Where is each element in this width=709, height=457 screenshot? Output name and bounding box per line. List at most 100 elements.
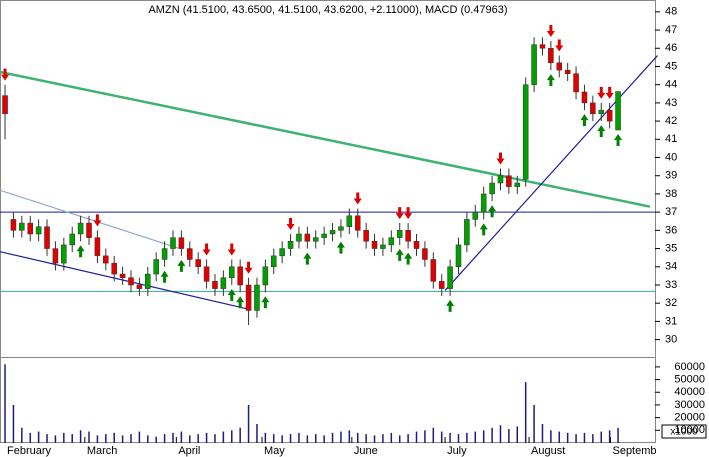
candle-body	[304, 233, 311, 242]
y-tick-label: 34	[665, 261, 677, 273]
candle-body	[506, 175, 512, 187]
candle-body	[229, 266, 235, 278]
y-tick-label: 45	[665, 60, 677, 72]
y-tick-label: 32	[665, 297, 677, 309]
trend-line	[0, 251, 251, 311]
candle-body	[178, 237, 185, 249]
sell-arrow	[227, 243, 236, 256]
plot-frame	[0, 0, 656, 443]
candle-body	[312, 237, 319, 242]
candle-body	[161, 248, 168, 260]
y-tick-label: 39	[665, 170, 677, 182]
buy-arrow	[177, 259, 186, 272]
candle-body	[497, 175, 504, 184]
candle-body	[422, 248, 428, 260]
candle-body	[455, 244, 462, 268]
y-tick-label: 46	[665, 42, 677, 54]
sell-arrow	[1, 68, 10, 81]
candle-body	[237, 266, 243, 286]
chart-title: AMZN (41.5100, 43.6500, 41.5100, 43.6200…	[148, 4, 507, 16]
candle-body	[220, 277, 227, 289]
candle-body	[77, 222, 84, 235]
candle-body	[363, 230, 369, 242]
x-tick-label: May	[264, 445, 285, 457]
candle-body	[522, 84, 529, 180]
candle-body	[329, 230, 336, 235]
buy-arrow	[479, 223, 488, 236]
sell-arrow	[404, 207, 413, 220]
sell-arrow	[605, 86, 614, 99]
candle-body	[405, 230, 411, 242]
candle-body	[52, 248, 59, 264]
y-tick-label: 33	[665, 279, 677, 291]
candle-body	[86, 222, 92, 238]
candle-body	[531, 44, 537, 85]
candle-body	[380, 244, 386, 249]
candle-body	[564, 69, 571, 74]
volume-unit: x1000	[670, 427, 698, 438]
candle-body	[2, 95, 8, 115]
candle-body	[581, 91, 588, 104]
candle-body	[480, 193, 487, 213]
candle-body	[245, 284, 252, 311]
y-tick-label: 31	[665, 315, 677, 327]
candle-body	[539, 44, 546, 49]
buy-arrow	[227, 288, 236, 301]
candle-body	[270, 255, 277, 268]
candle-body	[388, 237, 395, 246]
candle-body	[35, 226, 42, 235]
unit-box	[661, 424, 707, 439]
candle-body	[27, 222, 33, 235]
candle-body	[103, 255, 109, 264]
candle-body	[254, 284, 260, 311]
candle-body	[598, 109, 605, 115]
volume-tick-label: 10000	[674, 424, 705, 436]
x-tick-label: June	[354, 445, 378, 457]
candle-body	[111, 262, 117, 275]
buy-arrow	[261, 296, 270, 309]
candle-body	[548, 48, 554, 64]
candle-body	[145, 273, 151, 289]
buy-arrow	[614, 134, 623, 147]
trend-line	[444, 55, 658, 291]
candle-body	[413, 241, 420, 249]
volume-tick-label: 30000	[674, 399, 705, 411]
x-tick-label: February	[7, 445, 52, 457]
candle-body	[615, 91, 621, 131]
sell-arrow	[353, 192, 362, 205]
y-tick-label: 36	[665, 224, 677, 236]
buy-arrow	[546, 74, 555, 87]
candle-body	[153, 259, 159, 275]
trend-line	[0, 189, 180, 250]
candle-body	[296, 233, 302, 242]
candle-body	[10, 219, 17, 231]
candle-body	[321, 233, 327, 238]
candle-body	[136, 284, 143, 289]
candle-body	[371, 241, 378, 249]
x-tick-label: Septemb	[612, 445, 656, 457]
candle-body	[396, 230, 403, 238]
y-tick-label: 30	[665, 334, 677, 346]
sell-arrow	[597, 86, 606, 99]
sell-arrow	[546, 24, 555, 37]
sell-arrow	[244, 261, 253, 274]
candle-body	[170, 237, 176, 249]
y-tick-label: 35	[665, 242, 677, 254]
candle-body	[44, 226, 50, 249]
candle-body	[94, 237, 101, 257]
candle-body	[187, 248, 193, 260]
buy-arrow	[160, 270, 169, 283]
sell-arrow	[286, 217, 295, 230]
buy-arrow	[76, 245, 85, 258]
volume-tick-label: 50000	[674, 373, 705, 385]
candle-body	[573, 73, 579, 93]
volume-tick-label: 40000	[674, 386, 705, 398]
buy-arrow	[395, 248, 404, 261]
candle-body	[69, 233, 75, 246]
sell-arrow	[395, 207, 404, 220]
candle-body	[119, 273, 126, 278]
y-tick-label: 48	[665, 6, 677, 18]
y-tick-label: 43	[665, 97, 677, 109]
